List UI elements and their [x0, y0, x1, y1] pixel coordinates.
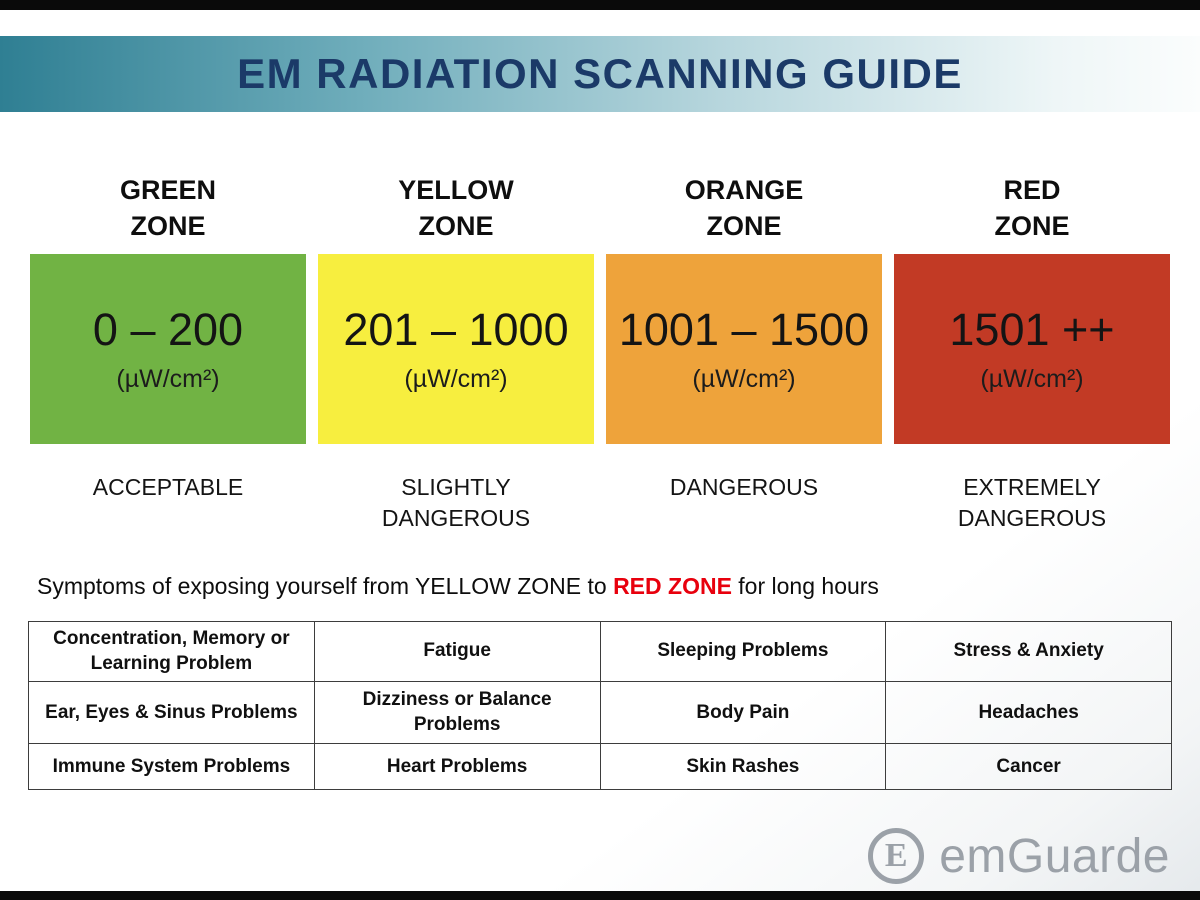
- zone-green-box: 0 – 200 (µW/cm²): [30, 254, 306, 444]
- symptoms-heading-text-after: for long hours: [731, 573, 879, 599]
- zone-yellow-title: YELLOW ZONE: [398, 175, 514, 241]
- symptom-cell: Concentration, Memory or Learning Proble…: [28, 620, 315, 683]
- zone-red: RED ZONE 1501 ++ (µW/cm²) EXTREMELY DANG…: [894, 172, 1170, 534]
- emguarde-logo-icon: E: [868, 828, 925, 884]
- zone-orange-title: ORANGE ZONE: [684, 175, 804, 241]
- symptom-cell: Body Pain: [599, 681, 887, 745]
- symptom-cell: Headaches: [885, 681, 1172, 745]
- symptom-cell: Dizziness or Balance Problems: [313, 681, 601, 745]
- zone-yellow-box: 201 – 1000 (µW/cm²): [318, 254, 594, 444]
- emguarde-brand-text: emGuarde: [939, 829, 1170, 883]
- top-black-bar: [0, 0, 1200, 10]
- zone-yellow-range: 201 – 1000: [343, 304, 569, 355]
- emguarde-logo-letter: E: [884, 837, 908, 874]
- zone-green-range: 0 – 200: [92, 304, 244, 355]
- zones-row: GREEN ZONE 0 – 200 (µW/cm²) ACCEPTABLE Y…: [30, 172, 1170, 534]
- zone-yellow-severity: SLIGHTLY DANGEROUS: [381, 474, 531, 532]
- page-title: EM RADIATION SCANNING GUIDE: [237, 50, 963, 97]
- zone-orange-severity: DANGEROUS: [669, 474, 819, 500]
- table-row: Concentration, Memory or Learning Proble…: [28, 620, 1172, 683]
- zone-red-box: 1501 ++ (µW/cm²): [894, 254, 1170, 444]
- zone-green-severity: ACCEPTABLE: [92, 474, 244, 500]
- symptoms-red-zone-highlight: RED ZONE: [613, 573, 732, 599]
- zone-red-title: RED ZONE: [994, 175, 1070, 241]
- zone-red-severity: EXTREMELY DANGEROUS: [957, 474, 1107, 532]
- zone-green-title: GREEN ZONE: [119, 175, 217, 241]
- symptom-cell: Sleeping Problems: [599, 620, 887, 683]
- symptom-cell: Heart Problems: [313, 743, 601, 791]
- zone-orange: ORANGE ZONE 1001 – 1500 (µW/cm²) DANGERO…: [606, 172, 882, 534]
- zone-orange-range: 1001 – 1500: [618, 304, 870, 355]
- symptoms-heading-text: Symptoms of exposing yourself from YELLO…: [37, 573, 614, 599]
- zone-red-range: 1501 ++: [949, 304, 1115, 355]
- symptom-cell: Ear, Eyes & Sinus Problems: [28, 681, 315, 745]
- zone-orange-unit: (µW/cm²): [692, 365, 796, 393]
- table-row: Ear, Eyes & Sinus Problems Dizziness or …: [28, 681, 1172, 745]
- symptoms-heading: Symptoms of exposing yourself from YELLO…: [37, 573, 879, 600]
- zone-green-unit: (µW/cm²): [116, 365, 220, 393]
- bottom-black-bar: [0, 891, 1200, 900]
- header-band: EM RADIATION SCANNING GUIDE: [0, 36, 1200, 112]
- symptom-cell: Skin Rashes: [599, 743, 887, 791]
- zone-red-unit: (µW/cm²): [980, 365, 1084, 393]
- symptom-cell: Cancer: [885, 743, 1172, 791]
- symptom-cell: Fatigue: [313, 620, 601, 683]
- symptoms-table: Concentration, Memory or Learning Proble…: [28, 620, 1172, 791]
- zone-orange-box: 1001 – 1500 (µW/cm²): [606, 254, 882, 444]
- symptom-cell: Immune System Problems: [28, 743, 315, 791]
- symptom-cell: Stress & Anxiety: [885, 620, 1172, 683]
- zone-yellow: YELLOW ZONE 201 – 1000 (µW/cm²) SLIGHTLY…: [318, 172, 594, 534]
- zone-yellow-unit: (µW/cm²): [404, 365, 508, 393]
- table-row: Immune System Problems Heart Problems Sk…: [28, 743, 1172, 791]
- emguarde-logo: E emGuarde: [868, 828, 1170, 884]
- zone-green: GREEN ZONE 0 – 200 (µW/cm²) ACCEPTABLE: [30, 172, 306, 534]
